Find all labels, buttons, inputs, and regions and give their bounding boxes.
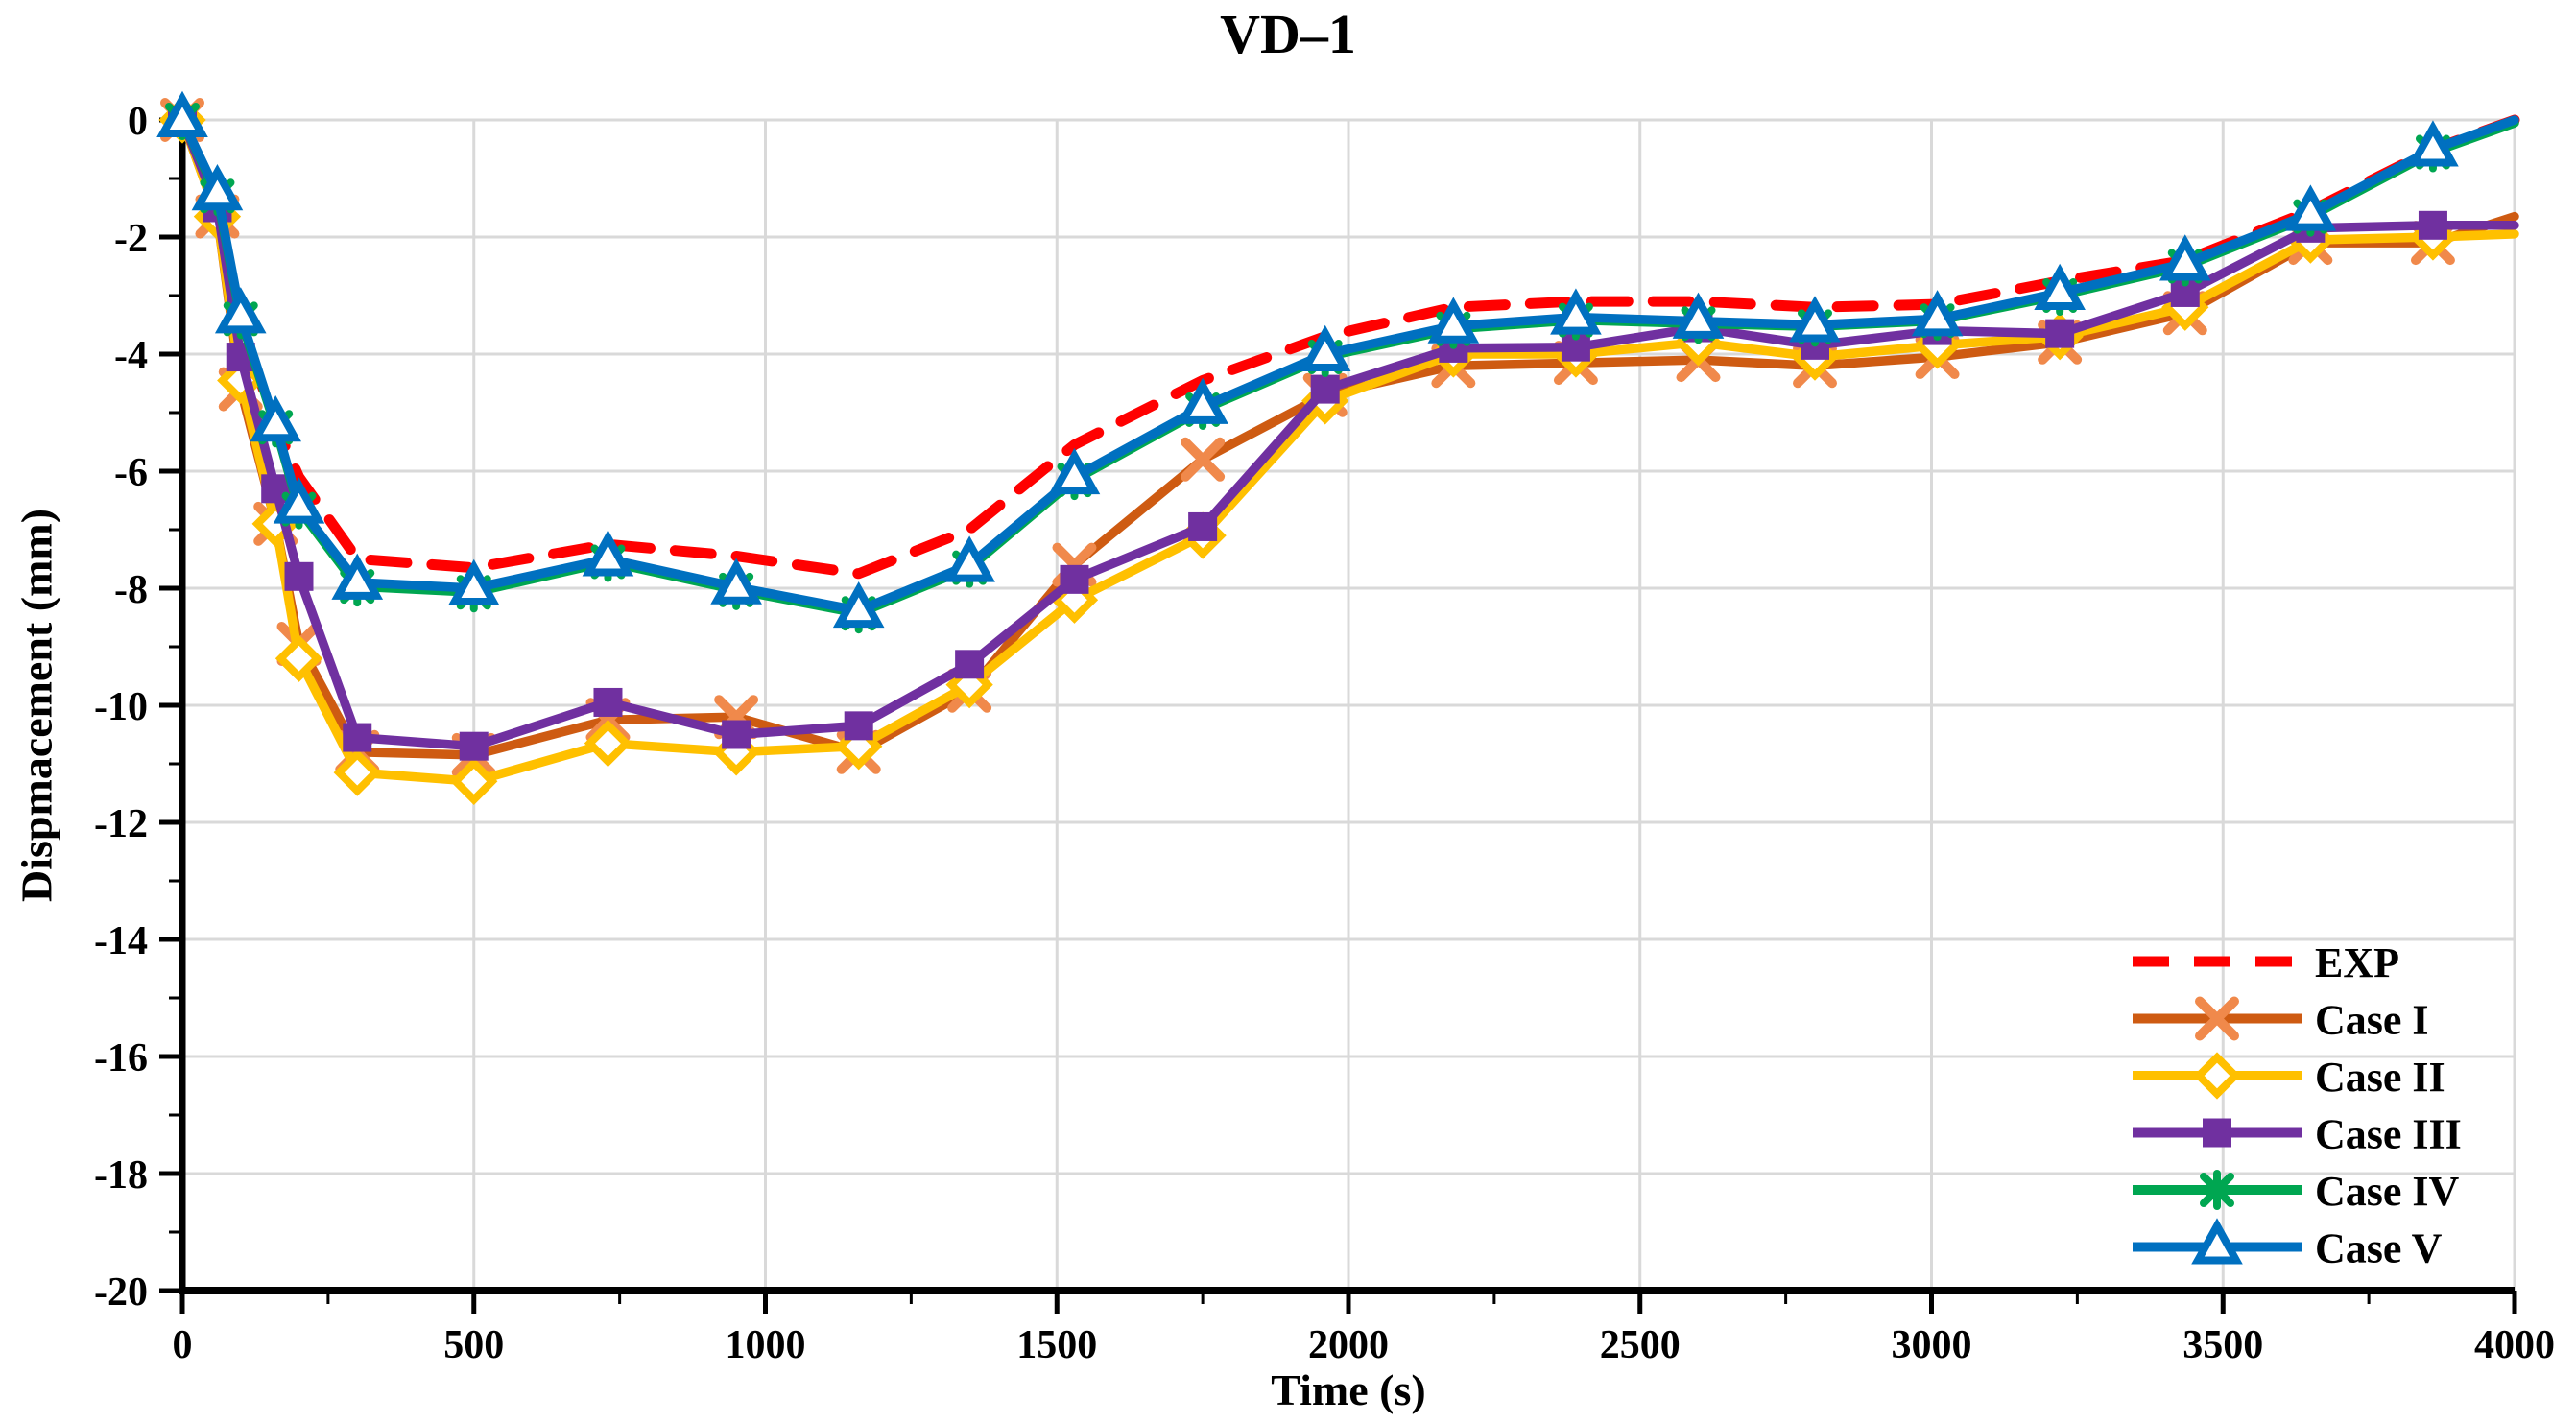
- legend-item-case-iii: Case III: [2133, 1111, 2462, 1158]
- y-tick-label: -18: [94, 1153, 148, 1198]
- y-tick-label: -6: [114, 451, 148, 495]
- y-tick-label: -4: [114, 334, 148, 378]
- x-axis-title: Time (s): [1271, 1365, 1426, 1414]
- series-markers-case-i: [160, 98, 2455, 777]
- y-tick-label: -2: [114, 217, 148, 261]
- legend-marker-case-iv-icon: [2200, 1170, 2234, 1210]
- series-case-i: [160, 98, 2519, 777]
- y-tick-label: -10: [94, 685, 148, 729]
- legend-item-case-iv: Case IV: [2133, 1168, 2460, 1215]
- series-line-case-iii: [178, 115, 2519, 751]
- legend-marker-case-ii-icon: [2193, 1052, 2241, 1100]
- series-exp: [177, 114, 2520, 580]
- series-line-exp: [177, 114, 2520, 580]
- series-markers-case-ii: [158, 96, 2457, 805]
- x-tick-label: 2000: [1308, 1323, 1389, 1367]
- legend-label-case-ii: Case II: [2315, 1054, 2445, 1101]
- legend-label-exp: EXP: [2315, 939, 2399, 986]
- legend-marker-case-iii-icon: [2203, 1118, 2231, 1148]
- series-case-iii: [168, 106, 2519, 761]
- legend-label-case-iv: Case IV: [2315, 1168, 2460, 1215]
- axes: [159, 117, 2517, 1314]
- series-case-v: [156, 90, 2519, 629]
- y-tick-labels: 0 -2 -4 -6 -8 -10 -12 -14 -16 -18 -20: [94, 100, 148, 1315]
- y-tick-label: -12: [94, 802, 148, 846]
- legend-item-case-v: Case V: [2133, 1218, 2443, 1272]
- x-tick-label: 1500: [1016, 1323, 1097, 1367]
- y-tick-label: -16: [94, 1036, 148, 1080]
- legend-label-case-iii: Case III: [2315, 1111, 2462, 1158]
- legend-marker-case-v-icon: [2191, 1218, 2243, 1265]
- series-case-ii: [158, 96, 2519, 805]
- chart-title: VD–1: [1220, 3, 1356, 65]
- legend-label-case-i: Case I: [2315, 997, 2429, 1044]
- y-tick-label: -8: [114, 568, 148, 612]
- x-tick-label: 500: [443, 1323, 504, 1367]
- x-tick-labels: 0 500 1000 1500 2000 2500 3000 3500 4000: [173, 1323, 2556, 1367]
- x-tick-label: 2500: [1600, 1323, 1681, 1367]
- series-line-case-ii: [178, 115, 2519, 787]
- x-tick-label: 4000: [2474, 1323, 2555, 1367]
- x-tick-label: 0: [173, 1323, 193, 1367]
- x-tick-label: 3500: [2182, 1323, 2263, 1367]
- x-tick-label: 3000: [1892, 1323, 1972, 1367]
- y-tick-label: 0: [128, 100, 148, 144]
- legend: EXP Case I Case II Case III Case IV Case V: [2133, 939, 2462, 1272]
- y-tick-label: -14: [94, 919, 148, 963]
- legend-item-case-ii: Case II: [2133, 1052, 2445, 1101]
- legend-item-exp: EXP: [2133, 939, 2399, 986]
- legend-item-case-i: Case I: [2133, 996, 2429, 1044]
- legend-label-case-v: Case V: [2315, 1225, 2443, 1272]
- y-tick-label: -20: [94, 1270, 148, 1315]
- series-markers-case-iii: [168, 106, 2447, 761]
- series-markers-case-v: [156, 90, 2459, 629]
- legend-marker-case-i-icon: [2195, 996, 2239, 1041]
- x-tick-label: 1000: [726, 1323, 806, 1367]
